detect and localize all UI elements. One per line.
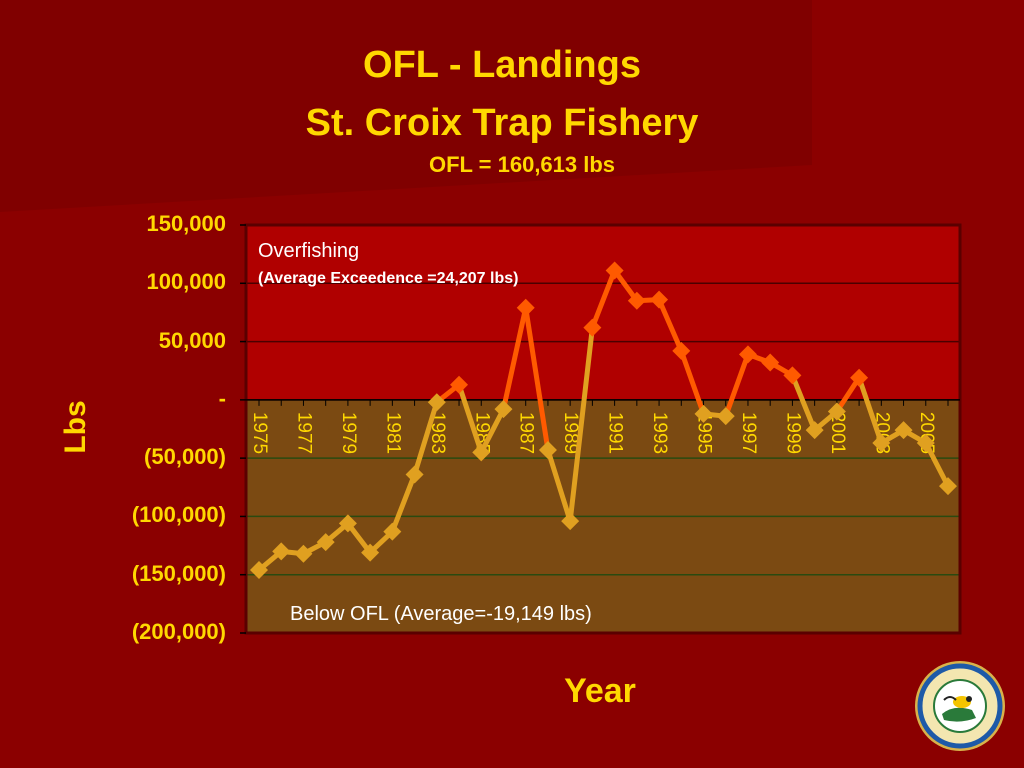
data-point [338, 514, 357, 533]
series-segment [589, 267, 618, 331]
data-point [672, 341, 691, 360]
x-tick-label: 1993 [649, 412, 670, 454]
x-tick-label: 1977 [293, 412, 314, 454]
data-point [716, 407, 735, 426]
overfishing-zone [246, 225, 960, 400]
data-point [294, 544, 313, 563]
data-point [405, 465, 424, 484]
data-point [738, 345, 757, 364]
data-point [272, 542, 291, 561]
series-segment [389, 471, 418, 535]
data-point [538, 440, 557, 459]
data-point [939, 477, 957, 496]
y-tick-label: 150,000 [146, 211, 226, 236]
y-tick-label: (200,000) [131, 619, 226, 644]
data-point [783, 366, 802, 385]
data-point [250, 561, 268, 580]
overfishing-label: Overfishing [258, 240, 360, 262]
data-point [605, 261, 624, 280]
series-segment [678, 348, 707, 417]
data-point [694, 404, 713, 423]
series-segment [567, 325, 595, 524]
data-point [916, 433, 935, 452]
data-point [427, 393, 446, 412]
slide-subtitle: St. Croix Trap Fishery [305, 102, 699, 144]
data-point [894, 421, 913, 440]
average-exceedence-label: (Average Exceedence =24,207 lbs) [258, 270, 519, 287]
series-segment [856, 375, 884, 446]
x-tick-label: 2001 [827, 412, 848, 454]
y-tick-label: (150,000) [131, 560, 226, 586]
data-point [650, 290, 669, 309]
slide-title: OFL - Landings [363, 44, 641, 86]
x-tick-label: 1991 [605, 412, 626, 454]
data-point [450, 375, 469, 394]
data-point [872, 433, 891, 452]
y-tick-label: - [218, 385, 226, 411]
data-point [383, 522, 402, 541]
x-tick-label: 1997 [738, 412, 759, 454]
plot-frame [244, 223, 962, 635]
data-point [561, 512, 580, 531]
series-segment [834, 375, 862, 415]
data-point [316, 533, 335, 552]
y-tick-label: (100,000) [131, 502, 226, 528]
x-tick-label: 1989 [560, 412, 581, 454]
y-tick-label: 50,000 [158, 327, 226, 353]
x-tick-label: 1979 [338, 412, 359, 454]
y-tick-label: (50,000) [144, 444, 226, 470]
data-point [494, 400, 513, 419]
series-segment [412, 399, 440, 477]
x-tick-label: 1987 [516, 412, 537, 454]
series-segment [500, 305, 529, 412]
data-point [516, 298, 535, 317]
y-axis-title: Lbs [59, 400, 92, 454]
data-point [850, 368, 869, 387]
government-seal-logo [915, 661, 1005, 751]
series-segment [456, 382, 484, 455]
data-point [583, 318, 602, 337]
data-point [627, 291, 646, 310]
x-axis-title: Year [564, 672, 636, 710]
series-segment [723, 351, 751, 419]
series-segment [478, 406, 506, 455]
data-point [472, 443, 491, 462]
below-ofl-label: Below OFL (Average=-19,149 lbs) [290, 603, 592, 625]
data-point [827, 402, 846, 421]
data-point [805, 421, 824, 440]
x-tick-label: 1975 [249, 412, 270, 454]
series-segment [923, 440, 951, 489]
x-tick-label: 1995 [694, 412, 715, 454]
series-segment [545, 447, 573, 524]
ofl-value: OFL = 160,613 lbs [428, 152, 616, 177]
x-tick-label: 1981 [382, 412, 403, 454]
series-segment [789, 372, 818, 433]
data-point [761, 353, 780, 372]
x-tick-label: 1999 [782, 412, 803, 454]
series-segment [523, 305, 551, 453]
series-segment [656, 297, 684, 354]
y-tick-label: 100,000 [146, 269, 226, 295]
data-point [361, 543, 380, 562]
